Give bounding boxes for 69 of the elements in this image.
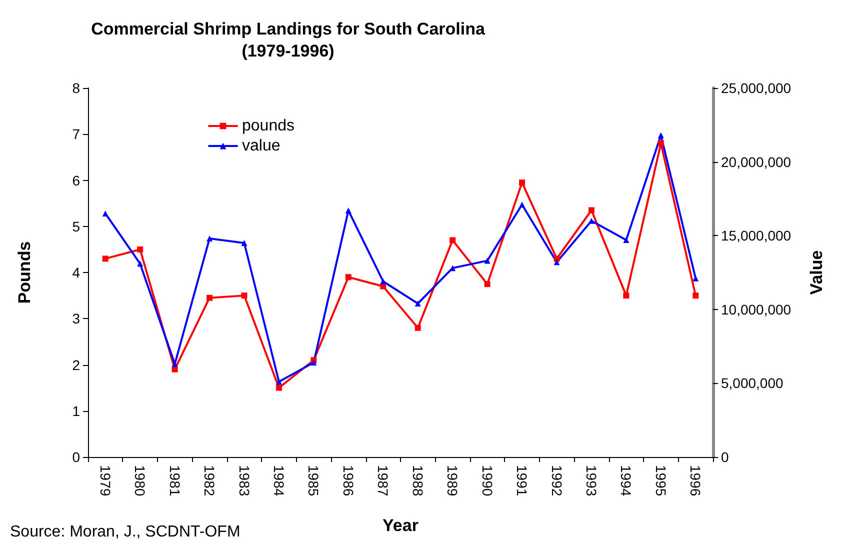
point <box>450 237 456 244</box>
x-tick-label: 1992 <box>548 465 565 496</box>
x-tick-label: 1987 <box>375 465 392 496</box>
y2-axis-title: Value <box>807 250 826 295</box>
y-tick-label: 6 <box>72 172 80 188</box>
x-tick-label: 1988 <box>410 465 426 496</box>
point <box>310 360 317 366</box>
y2-tick-label: 5,000,000 <box>721 375 784 392</box>
point <box>658 132 664 138</box>
point <box>623 292 630 299</box>
point <box>484 281 490 288</box>
point <box>414 300 421 306</box>
x-tick-label: 1982 <box>202 465 218 496</box>
y2-tick-label: 15,000,000 <box>721 228 792 244</box>
y2-tick-label: 20,000,000 <box>721 154 792 170</box>
point <box>241 240 248 246</box>
x-tick-label: 1980 <box>132 465 148 496</box>
point <box>380 278 386 284</box>
point <box>206 236 213 242</box>
point <box>519 180 526 186</box>
point <box>102 256 108 262</box>
y-tick-label: 5 <box>72 218 80 234</box>
y-tick-label: 8 <box>72 80 80 96</box>
point <box>276 384 282 391</box>
point <box>172 366 178 372</box>
x-tick-label: 1989 <box>444 465 461 496</box>
point <box>623 237 630 244</box>
legend-label: pounds <box>242 118 294 134</box>
y-tick-label: 4 <box>72 264 80 280</box>
x-tick-label: 1984 <box>270 465 287 496</box>
point <box>206 294 213 301</box>
y-tick-label: 7 <box>72 126 80 142</box>
legend-label: value <box>242 138 280 154</box>
point <box>554 259 560 266</box>
point <box>519 202 526 208</box>
point <box>484 258 490 264</box>
x-tick-label: 1996 <box>688 465 704 496</box>
x-tick-label: 1990 <box>479 465 496 496</box>
point <box>276 378 282 385</box>
x-axis-title: Year <box>382 516 419 535</box>
point <box>658 140 664 146</box>
chart-title: Commercial Shrimp Landings for South Carolina (1979-1996) <box>91 20 486 60</box>
point <box>588 207 594 214</box>
y-tick-label: 1 <box>72 402 80 419</box>
point <box>345 208 352 214</box>
x-tick-label: 1994 <box>618 465 634 496</box>
x-tick-label: 1983 <box>236 465 252 496</box>
point <box>345 274 352 280</box>
x-tick-label: 1993 <box>583 465 600 496</box>
source-note: Source: Moran, J., SCDNT-OFM <box>10 524 240 540</box>
point <box>137 246 144 252</box>
y-axis-title: Pounds <box>15 241 34 304</box>
point <box>137 260 144 267</box>
point <box>414 324 421 331</box>
y2-tick-label: 0 <box>721 449 729 465</box>
x-tick-label: 1995 <box>652 465 669 496</box>
x-tick-label: 1979 <box>97 465 114 496</box>
y2-tick-label: 25,000,000 <box>721 80 792 96</box>
y-tick-label: 3 <box>72 310 80 327</box>
y-tick-label: 2 <box>72 356 80 373</box>
x-tick-label: 1991 <box>514 465 530 496</box>
point <box>102 210 108 216</box>
y-tick-label: 0 <box>72 449 80 465</box>
x-tick-label: 1985 <box>306 465 322 496</box>
point <box>241 292 248 299</box>
x-tick-label: 1981 <box>166 465 183 496</box>
point <box>692 292 699 299</box>
x-tick-label: 1986 <box>340 465 356 496</box>
y2-tick-label: 10,000,000 <box>721 301 792 318</box>
